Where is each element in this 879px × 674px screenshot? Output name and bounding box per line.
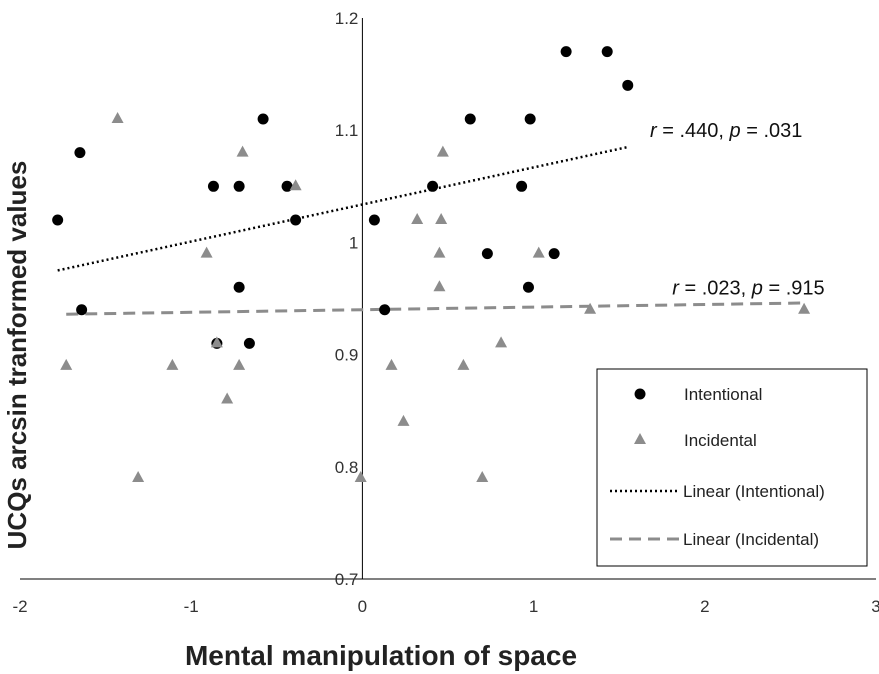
- y-tick-label: 1.2: [335, 9, 359, 28]
- point-intentional: [522, 281, 534, 293]
- point-incidental: [433, 280, 446, 292]
- point-incidental: [411, 212, 424, 224]
- point-incidental: [221, 392, 234, 404]
- trendlines: [57, 145, 805, 316]
- x-tick-label: -2: [12, 597, 27, 616]
- legend: Intentional Incidental Linear (Intention…: [596, 368, 868, 567]
- point-incidental: [210, 336, 223, 348]
- stat-value: = .023,: [679, 277, 752, 299]
- point-intentional: [548, 248, 560, 260]
- x-tick-label: 3: [871, 597, 879, 616]
- stat-symbol: r: [650, 120, 658, 142]
- stat-symbol: p: [729, 120, 741, 142]
- y-tick-label: 0.8: [335, 458, 359, 477]
- point-incidental: [436, 145, 449, 157]
- point-incidental: [233, 358, 246, 370]
- point-incidental: [457, 358, 470, 370]
- axes: [20, 18, 876, 580]
- point-intentional: [281, 180, 293, 192]
- point-intentional: [481, 248, 493, 260]
- x-tick-label: -1: [184, 597, 199, 616]
- point-incidental: [385, 358, 398, 370]
- point-intentional: [76, 304, 88, 316]
- legend-label-linear-incidental: Linear (Incidental): [683, 530, 819, 549]
- point-intentional: [74, 147, 86, 159]
- point-intentional: [52, 214, 64, 226]
- legend-label-linear-intentional: Linear (Intentional): [683, 482, 825, 501]
- point-intentional: [622, 79, 634, 91]
- stat-symbol: p: [751, 277, 763, 299]
- point-incidental: [289, 179, 302, 191]
- y-tick-label: 0.9: [335, 346, 359, 365]
- data-points: [52, 46, 811, 483]
- x-axis-label: Mental manipulation of space: [185, 640, 577, 671]
- correlation-annotation: r = .440, p = .031: [650, 120, 802, 142]
- point-incidental: [433, 246, 446, 258]
- point-intentional: [601, 46, 613, 58]
- point-incidental: [584, 302, 597, 314]
- point-intentional: [243, 337, 255, 349]
- x-tick-label: 0: [358, 597, 367, 616]
- point-intentional: [290, 214, 302, 226]
- x-tick-label: 1: [529, 597, 538, 616]
- point-intentional: [464, 113, 476, 125]
- point-intentional: [233, 281, 245, 293]
- point-incidental: [166, 358, 179, 370]
- point-incidental: [236, 145, 249, 157]
- point-intentional: [427, 180, 439, 192]
- point-incidental: [476, 471, 489, 483]
- point-incidental: [798, 302, 811, 314]
- legend-box: [596, 368, 868, 567]
- trendline-linear-incidental: [66, 301, 805, 316]
- point-incidental: [354, 471, 367, 483]
- point-intentional: [233, 180, 245, 192]
- y-tick-label: 1.1: [335, 121, 359, 140]
- legend-marker-intentional: [634, 388, 646, 400]
- point-intentional: [516, 180, 528, 192]
- point-incidental: [200, 246, 213, 258]
- point-intentional: [560, 46, 572, 58]
- point-intentional: [524, 113, 536, 125]
- point-incidental: [111, 111, 124, 123]
- point-intentional: [379, 304, 391, 316]
- stat-value: = .031: [741, 120, 803, 142]
- y-axis-label: UCQs arcsin tranformed values: [2, 161, 32, 550]
- point-incidental: [60, 358, 73, 370]
- correlation-annotation: r = .023, p = .915: [672, 277, 824, 299]
- point-incidental: [397, 414, 410, 426]
- stat-value: = .440,: [657, 120, 730, 142]
- point-intentional: [257, 113, 269, 125]
- legend-label-intentional: Intentional: [684, 385, 762, 404]
- point-incidental: [132, 471, 145, 483]
- legend-label-incidental: Incidental: [684, 431, 757, 450]
- stat-value: = .915: [763, 277, 825, 299]
- x-tick-label: 2: [700, 597, 709, 616]
- stat-symbol: r: [672, 277, 680, 299]
- point-intentional: [368, 214, 380, 226]
- legend-marker-incidental: [634, 433, 646, 444]
- point-incidental: [532, 246, 545, 258]
- y-tick-label: 0.7: [335, 570, 359, 589]
- tick-labels: -2 -1 0 1 2 3 0.7 0.8 0.9 1 1.1 1.2: [12, 9, 879, 616]
- point-intentional: [207, 180, 219, 192]
- trendline-linear-intentional: [57, 145, 629, 272]
- point-incidental: [495, 336, 508, 348]
- y-tick-label: 1: [349, 233, 358, 252]
- point-incidental: [435, 212, 448, 224]
